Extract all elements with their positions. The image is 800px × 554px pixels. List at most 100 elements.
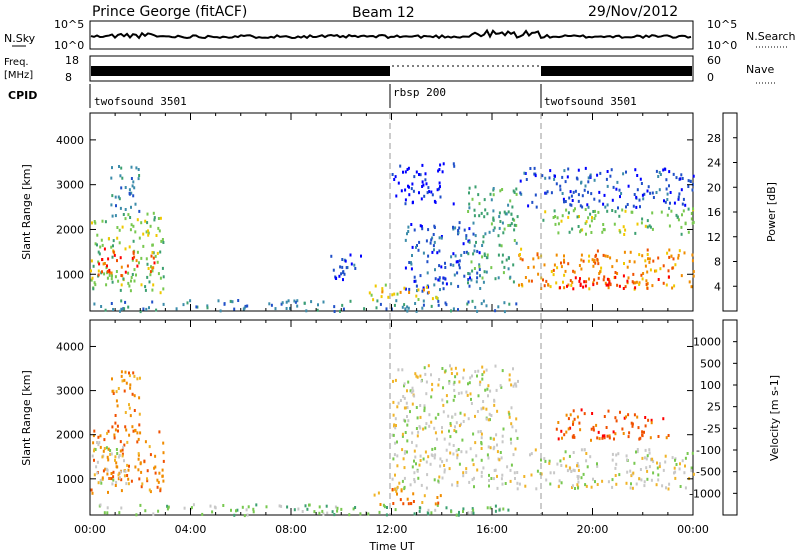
velocity-cell bbox=[498, 508, 501, 512]
velocity-cell bbox=[684, 464, 686, 468]
power-cell bbox=[162, 241, 165, 244]
power-cell bbox=[549, 285, 552, 289]
velocity-cell bbox=[507, 508, 510, 512]
power-cell bbox=[422, 286, 425, 290]
power-cell bbox=[648, 260, 651, 264]
power-cell bbox=[587, 216, 590, 220]
velocity-cell bbox=[430, 453, 433, 457]
power-cell bbox=[532, 265, 535, 269]
velocity-ytick-label: 2000 bbox=[56, 429, 84, 442]
velocity-cell bbox=[480, 442, 483, 446]
velocity-cell bbox=[549, 471, 552, 475]
velocity-cell bbox=[161, 474, 164, 478]
velocity-cell bbox=[392, 457, 395, 461]
velocity-cell bbox=[572, 451, 575, 454]
velocity-cell bbox=[391, 477, 394, 481]
velocity-colorbar-label-tick: -25 bbox=[703, 422, 721, 435]
power-cell bbox=[474, 234, 477, 238]
velocity-cell bbox=[416, 434, 419, 438]
velocity-region-1 bbox=[91, 441, 129, 486]
velocity-cell bbox=[481, 377, 484, 381]
power-cell bbox=[118, 228, 121, 232]
velocity-cell bbox=[470, 397, 472, 401]
velocity-cell bbox=[636, 415, 639, 419]
power-cell bbox=[105, 266, 108, 270]
velocity-cell bbox=[103, 447, 106, 450]
velocity-cell bbox=[641, 430, 644, 434]
power-cell bbox=[317, 303, 319, 307]
power-cell bbox=[570, 283, 573, 287]
velocity-cell bbox=[452, 382, 455, 386]
velocity-cell bbox=[233, 513, 236, 517]
velocity-cell bbox=[640, 478, 643, 482]
power-cell bbox=[613, 222, 616, 226]
power-cell bbox=[582, 285, 585, 289]
velocity-cell bbox=[402, 395, 405, 398]
power-cell bbox=[507, 224, 510, 227]
power-cell bbox=[399, 290, 402, 294]
velocity-cell bbox=[409, 483, 412, 487]
power-cell bbox=[569, 203, 572, 207]
power-cell bbox=[606, 203, 609, 207]
freq-bars bbox=[91, 65, 692, 76]
power-cell bbox=[590, 231, 593, 234]
power-cell bbox=[636, 174, 639, 177]
power-cell bbox=[151, 251, 154, 254]
power-cell bbox=[438, 264, 441, 268]
velocity-cell bbox=[456, 480, 459, 484]
velocity-cell bbox=[97, 443, 100, 447]
power-cell bbox=[555, 182, 558, 186]
velocity-cell bbox=[628, 431, 631, 435]
power-cell bbox=[427, 228, 430, 232]
power-cell bbox=[639, 205, 641, 209]
power-cell bbox=[381, 290, 384, 294]
velocity-cell bbox=[125, 482, 128, 486]
velocity-cell bbox=[649, 436, 652, 440]
power-cell bbox=[594, 214, 597, 218]
velocity-cell bbox=[631, 424, 634, 428]
power-cell bbox=[627, 276, 630, 280]
power-cell bbox=[118, 241, 121, 245]
power-cell bbox=[399, 164, 402, 168]
power-cell bbox=[289, 306, 291, 310]
power-cell bbox=[560, 219, 563, 223]
velocity-cell bbox=[629, 486, 632, 490]
power-cell bbox=[467, 300, 470, 304]
power-cell bbox=[537, 256, 540, 260]
power-cell bbox=[195, 305, 198, 309]
velocity-cell bbox=[469, 376, 472, 380]
power-cell bbox=[581, 205, 584, 209]
velocity-cell bbox=[123, 459, 125, 463]
velocity-cell bbox=[394, 378, 397, 382]
velocity-cell bbox=[471, 458, 474, 462]
power-cell bbox=[124, 217, 127, 221]
velocity-cell bbox=[636, 448, 639, 451]
velocity-cell bbox=[502, 427, 505, 431]
velocity-cell bbox=[627, 413, 630, 417]
power-region-11 bbox=[93, 299, 518, 314]
power-cell bbox=[457, 308, 459, 312]
velocity-cell bbox=[509, 437, 512, 441]
power-cell bbox=[490, 266, 493, 270]
velocity-cell bbox=[534, 448, 537, 452]
velocity-cell bbox=[110, 477, 113, 481]
power-cell bbox=[413, 275, 416, 279]
power-cell bbox=[404, 198, 407, 202]
velocity-cell bbox=[111, 377, 113, 381]
velocity-cell bbox=[585, 484, 588, 488]
velocity-cell bbox=[406, 389, 408, 393]
velocity-cell bbox=[93, 429, 96, 433]
velocity-cell bbox=[419, 404, 422, 407]
velocity-cell bbox=[246, 513, 249, 517]
velocity-cell bbox=[333, 513, 336, 517]
velocity-cell bbox=[129, 414, 132, 418]
velocity-cell bbox=[456, 372, 459, 376]
power-cell bbox=[423, 288, 425, 292]
velocity-cell bbox=[613, 437, 615, 441]
power-cell bbox=[467, 210, 470, 213]
power-cell bbox=[473, 249, 476, 253]
power-cell bbox=[681, 213, 683, 217]
velocity-cell bbox=[469, 447, 472, 451]
power-cell bbox=[108, 273, 111, 277]
power-cell bbox=[649, 225, 652, 229]
